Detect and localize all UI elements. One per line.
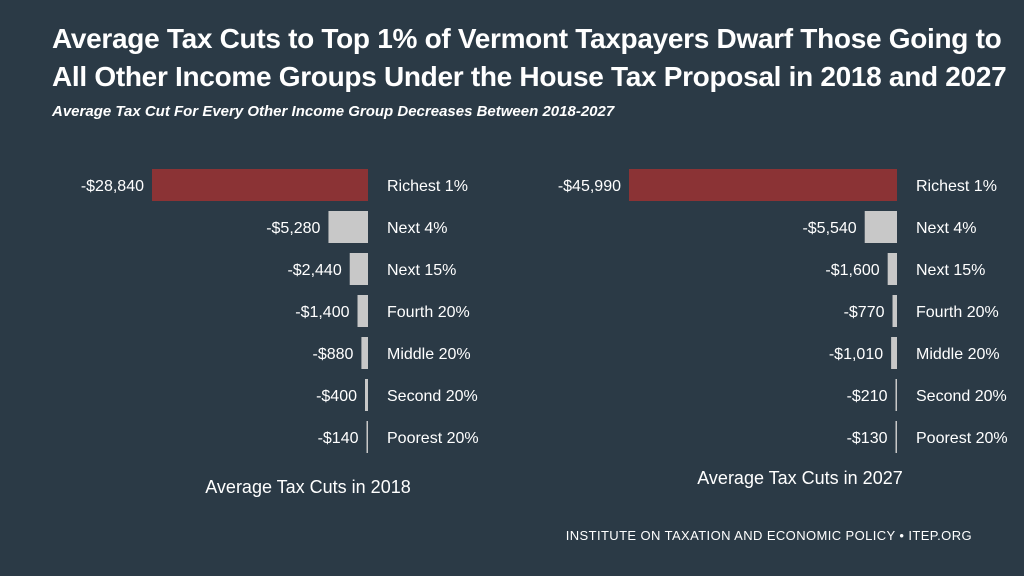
category-label: Second 20%: [387, 388, 478, 405]
value-label: -$1,010: [829, 346, 883, 363]
bar: [328, 211, 368, 243]
category-label: Second 20%: [916, 388, 1007, 405]
category-label: Fourth 20%: [916, 304, 999, 321]
value-label: -$880: [312, 346, 353, 363]
bar: [152, 169, 368, 201]
chart-title: Average Tax Cuts to Top 1% of Vermont Ta…: [52, 23, 1007, 92]
value-label: -$5,540: [802, 220, 856, 237]
value-label: -$130: [847, 430, 888, 447]
value-label: -$1,600: [825, 262, 879, 279]
value-label: -$5,280: [266, 220, 320, 237]
bar: [895, 379, 897, 411]
category-label: Poorest 20%: [387, 430, 479, 447]
panel-title: Average Tax Cuts in 2018: [205, 477, 410, 497]
category-label: Middle 20%: [916, 346, 1000, 363]
category-label: Next 4%: [387, 220, 447, 237]
bar: [895, 421, 897, 453]
source-credit: INSTITUTE ON TAXATION AND ECONOMIC POLIC…: [565, 528, 972, 543]
bar: [629, 169, 897, 201]
value-label: -$400: [316, 388, 357, 405]
bar: [892, 295, 897, 327]
panel-title: Average Tax Cuts in 2027: [697, 468, 902, 488]
category-label: Poorest 20%: [916, 430, 1008, 447]
category-label: Richest 1%: [387, 178, 468, 195]
category-label: Next 15%: [916, 262, 985, 279]
bar: [864, 211, 897, 243]
value-label: -$770: [844, 304, 885, 321]
category-label: Richest 1%: [916, 178, 997, 195]
bar: [891, 337, 897, 369]
bar: [357, 295, 368, 327]
value-label: -$2,440: [287, 262, 341, 279]
bar: [366, 421, 368, 453]
bar: [887, 253, 897, 285]
bar: [349, 253, 368, 285]
value-label: -$45,990: [558, 178, 621, 195]
value-label: -$28,840: [81, 178, 144, 195]
category-label: Fourth 20%: [387, 304, 470, 321]
chart-subtitle: Average Tax Cut For Every Other Income G…: [52, 103, 615, 120]
bar: [365, 379, 368, 411]
value-label: -$210: [847, 388, 888, 405]
bar: [361, 337, 368, 369]
category-label: Middle 20%: [387, 346, 471, 363]
value-label: -$140: [318, 430, 359, 447]
category-label: Next 15%: [387, 262, 456, 279]
category-label: Next 4%: [916, 220, 976, 237]
value-label: -$1,400: [295, 304, 349, 321]
